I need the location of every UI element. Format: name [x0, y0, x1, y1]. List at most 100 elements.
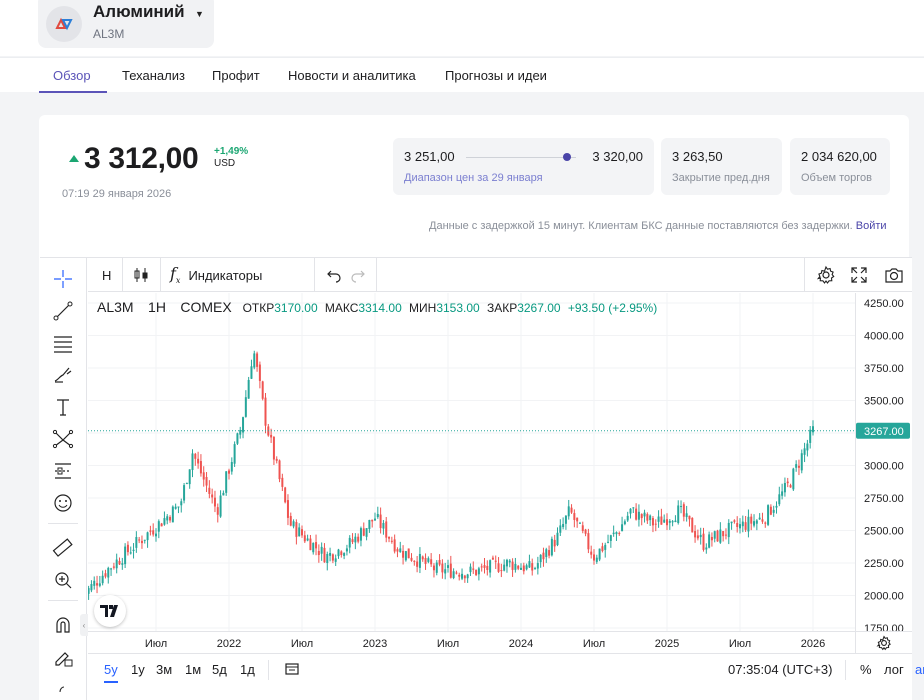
- candle-body: [303, 535, 306, 542]
- tradingview-logo-icon[interactable]: [94, 595, 126, 627]
- candle-body: [629, 508, 632, 514]
- candle-body: [595, 557, 598, 562]
- timeframe-1m[interactable]: 1м: [185, 662, 202, 677]
- candle-body: [326, 553, 329, 564]
- timeframe-5d[interactable]: 5д: [212, 662, 227, 677]
- hide-drawings-icon[interactable]: [50, 674, 76, 700]
- collapse-toolbar-button[interactable]: ‹: [80, 614, 88, 636]
- candle-body: [292, 521, 295, 527]
- candle-body: [682, 504, 685, 517]
- candlestick-plot[interactable]: [88, 293, 855, 631]
- candle-body: [390, 540, 393, 542]
- candle-body: [180, 501, 183, 506]
- candle-body: [418, 553, 421, 568]
- tab-overview[interactable]: Обзор: [53, 68, 91, 83]
- candle-body: [727, 522, 730, 538]
- timeframe-1d[interactable]: 1д: [240, 662, 255, 677]
- text-tool-icon[interactable]: [50, 394, 76, 420]
- candle-body: [716, 530, 719, 542]
- tab-technical-analysis[interactable]: Теханализ: [122, 68, 185, 83]
- pattern-icon[interactable]: [50, 426, 76, 452]
- candle-body: [598, 548, 601, 560]
- ruler-icon[interactable]: [50, 535, 76, 561]
- price-tick-label: 1750.00: [864, 623, 904, 631]
- candle-body: [247, 379, 250, 399]
- settings-gear-icon[interactable]: [816, 258, 836, 292]
- trend-line-icon[interactable]: [50, 298, 76, 324]
- candle-body: [101, 575, 104, 584]
- interval-button[interactable]: H: [102, 267, 112, 283]
- toolbar-divider: [268, 660, 269, 680]
- date-range-icon[interactable]: [284, 661, 300, 680]
- instrument-selector[interactable]: Алюминий ▼ AL3M: [38, 0, 214, 48]
- price-axis[interactable]: 4250.004000.003750.003500.003250.003000.…: [855, 293, 912, 635]
- log-scale-toggle[interactable]: лог: [884, 662, 904, 677]
- zoom-in-icon[interactable]: [50, 567, 76, 593]
- price-tick-label: 3500.00: [864, 396, 904, 408]
- candle-body: [402, 550, 405, 558]
- tab-forecasts[interactable]: Прогнозы и идеи: [445, 68, 547, 83]
- candle-body: [593, 554, 595, 561]
- axis-settings-gear-icon[interactable]: [855, 631, 912, 653]
- undo-icon[interactable]: [326, 258, 342, 292]
- candle-body: [702, 533, 705, 550]
- chart-legend: AL3M 1H COMEX ОТКР3170.00 МАКС3314.00 МИ…: [97, 299, 657, 315]
- camera-icon[interactable]: [884, 258, 904, 292]
- candle-body: [550, 538, 553, 556]
- timeframe-5y[interactable]: 5y: [104, 662, 118, 677]
- time-tick-label: Июл: [145, 638, 167, 650]
- candle-body: [427, 558, 430, 562]
- auto-scale-toggle[interactable]: авто: [915, 662, 924, 677]
- candle-body: [438, 560, 441, 565]
- candle-body: [140, 540, 143, 544]
- fullscreen-icon[interactable]: [850, 258, 868, 292]
- candle-body: [556, 532, 559, 546]
- candle-body: [764, 522, 767, 524]
- candle-body: [132, 549, 135, 551]
- lock-drawings-icon[interactable]: [50, 644, 76, 670]
- candle-body: [694, 531, 697, 538]
- candle-body: [191, 453, 194, 471]
- candle-body: [233, 444, 236, 464]
- chart-bottom-bar: 5y 1y 3м 1м 5д 1д 07:35:04 (UTC+3) % лог…: [88, 653, 924, 684]
- timezone-clock[interactable]: 07:35:04 (UTC+3): [728, 662, 833, 677]
- chart-widget: ‹ H fx Индикаторы: [40, 257, 924, 700]
- magnet-icon[interactable]: [50, 612, 76, 638]
- candle-body: [447, 565, 449, 568]
- candle-body: [284, 487, 287, 503]
- toolbar-divider: [48, 523, 78, 524]
- prediction-icon[interactable]: [50, 458, 76, 484]
- crosshair-icon[interactable]: [50, 266, 76, 292]
- percent-scale-toggle[interactable]: %: [860, 662, 872, 677]
- candle-body: [441, 563, 444, 573]
- brush-icon[interactable]: [50, 362, 76, 388]
- candle-body: [219, 495, 222, 517]
- candle-body: [573, 513, 576, 520]
- candle-body: [503, 564, 506, 571]
- price-chart[interactable]: AL3M 1H COMEX ОТКР3170.00 МАКС3314.00 МИ…: [88, 293, 855, 631]
- indicators-button[interactable]: fx Индикаторы: [170, 258, 262, 292]
- candle-body: [413, 560, 416, 562]
- redo-icon[interactable]: [350, 258, 366, 292]
- timeframe-3m[interactable]: 3м: [156, 662, 173, 677]
- time-tick-label: Июл: [583, 638, 605, 650]
- chevron-down-icon[interactable]: ▼: [195, 9, 204, 19]
- candle-body: [710, 536, 713, 541]
- candle-body: [472, 568, 475, 570]
- candle-body: [309, 538, 312, 551]
- tab-news[interactable]: Новости и аналитика: [288, 68, 416, 83]
- candle-body: [348, 537, 351, 548]
- candle-body: [213, 497, 216, 507]
- toolbar-divider: [804, 258, 805, 292]
- candle-body: [171, 506, 174, 523]
- fib-lines-icon[interactable]: [50, 330, 76, 356]
- candle-body: [169, 517, 172, 521]
- timeframe-1y[interactable]: 1y: [131, 662, 145, 677]
- login-link[interactable]: Войти: [855, 220, 887, 232]
- candle-body: [396, 549, 399, 552]
- time-axis[interactable]: Июл 2022 Июл 2023 Июл 2024 Июл 2025 Июл 2026: [88, 631, 855, 653]
- candles-style-icon[interactable]: [132, 258, 150, 292]
- candle-body: [205, 476, 208, 486]
- emoji-icon[interactable]: [50, 490, 76, 516]
- tab-profit[interactable]: Профит: [212, 68, 260, 83]
